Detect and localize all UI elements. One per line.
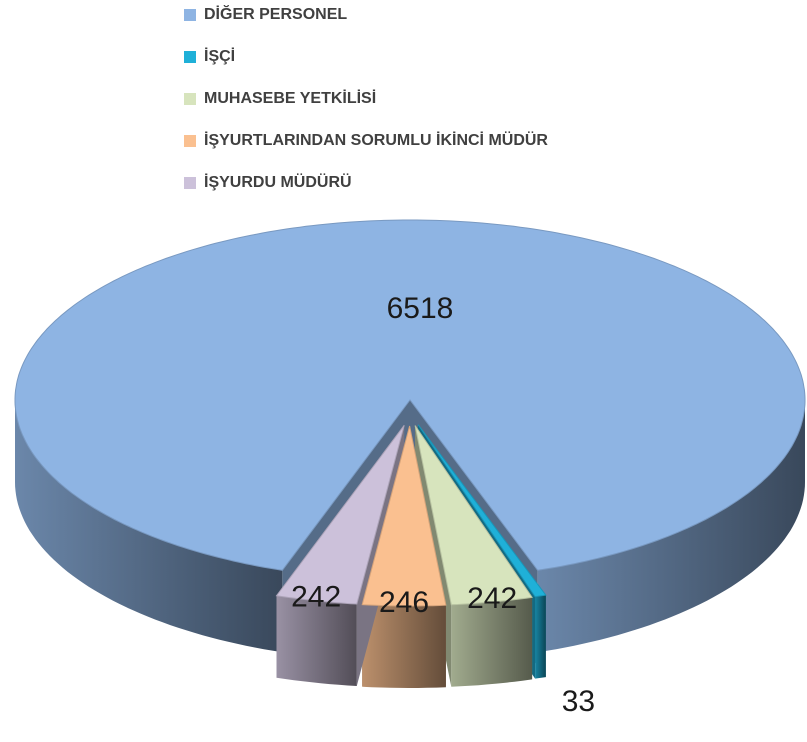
legend-swatch [184, 51, 196, 63]
data-label: 246 [379, 586, 429, 619]
data-label: 242 [291, 581, 341, 614]
data-label: 242 [467, 582, 517, 615]
slice [275, 425, 405, 605]
slice [414, 425, 533, 606]
slice [14, 219, 806, 571]
slice-wall [535, 595, 546, 679]
slice [361, 425, 447, 607]
legend-label: İŞYURTLARINDAN SORUMLU İKİNCİ MÜDÜR [204, 130, 548, 149]
slice-wall [451, 597, 533, 687]
data-label: 6518 [387, 292, 454, 325]
legend-label: DİĞER PERSONEL [204, 4, 347, 23]
data-label: 33 [562, 685, 595, 718]
slice-wall [15, 400, 283, 653]
slice [417, 424, 547, 598]
legend-label: İŞYURDU MÜDÜRÜ [204, 172, 352, 191]
legend-swatch [184, 93, 196, 105]
slice-wall [362, 604, 446, 688]
slice-wall [276, 595, 357, 686]
legend-swatch [184, 9, 196, 21]
legend-swatch [184, 135, 196, 147]
slice-wall [537, 400, 805, 653]
legend-swatch [184, 177, 196, 189]
legend-label: MUHASEBE YETKİLİSİ [204, 89, 376, 107]
legend-label: İŞÇİ [204, 47, 235, 65]
